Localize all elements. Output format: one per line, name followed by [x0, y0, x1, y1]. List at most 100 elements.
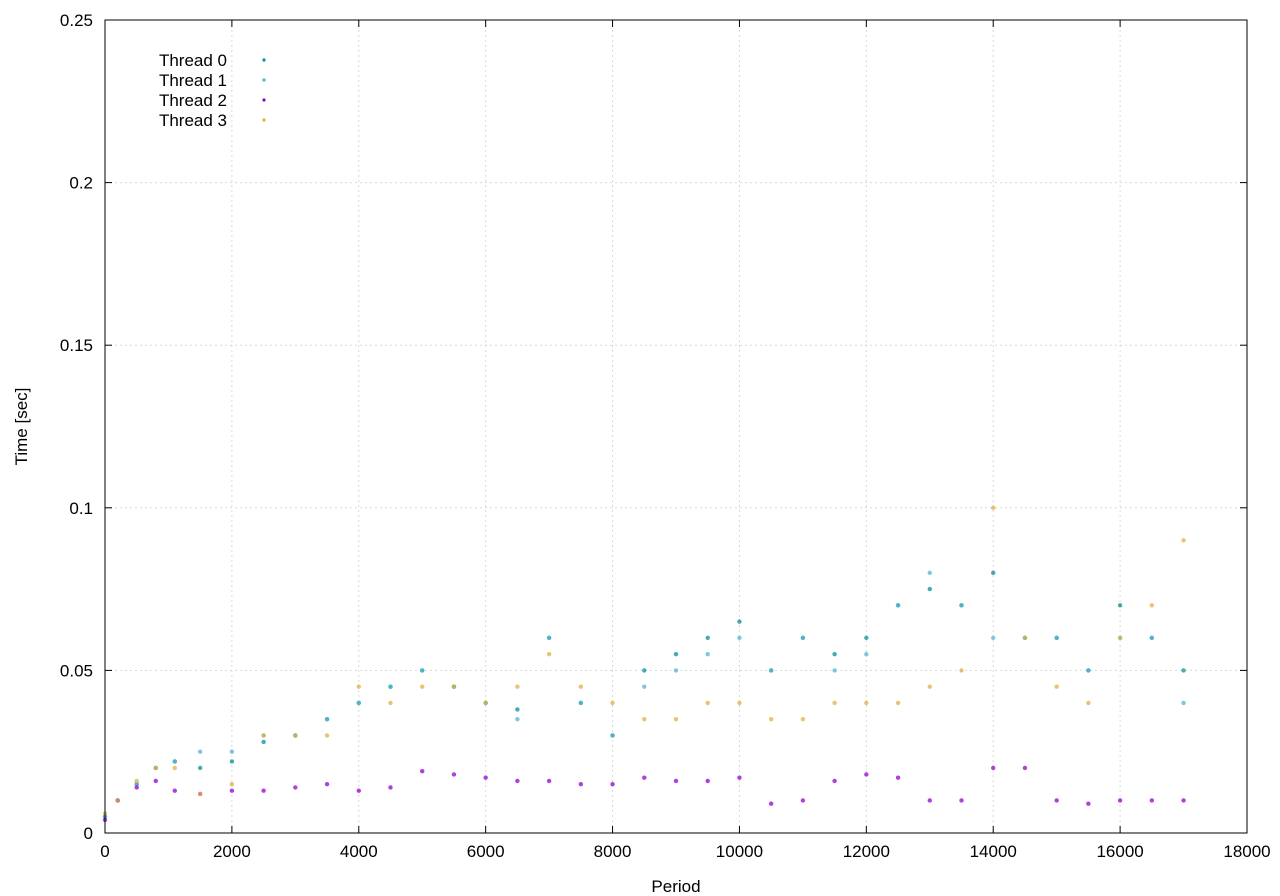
x-axis-title: Period — [651, 877, 700, 896]
data-point — [324, 716, 330, 722]
data-point — [1054, 684, 1059, 689]
data-point — [153, 765, 158, 771]
data-point — [991, 570, 996, 576]
data-point — [483, 700, 488, 706]
data-point — [1086, 668, 1091, 673]
x-tick-label: 4000 — [340, 842, 378, 861]
data-point — [115, 798, 120, 803]
legend-marker — [262, 98, 266, 102]
data-point — [324, 782, 330, 787]
data-point — [959, 603, 964, 608]
data-point — [768, 801, 774, 806]
data-point — [768, 716, 774, 722]
data-point — [388, 785, 393, 790]
data-point — [737, 700, 742, 706]
data-point — [420, 684, 425, 689]
data-point — [356, 788, 361, 793]
data-point — [610, 700, 615, 706]
data-point — [293, 733, 298, 738]
data-point — [197, 791, 203, 797]
data-point — [673, 668, 679, 673]
data-point — [800, 798, 806, 803]
data-point — [1086, 700, 1091, 706]
data-point — [197, 765, 203, 771]
data-point — [229, 788, 235, 793]
data-point — [705, 635, 710, 641]
y-tick-label: 0.1 — [69, 499, 93, 518]
data-point — [959, 798, 964, 803]
data-point — [515, 778, 520, 784]
legend-label: Thread 0 — [159, 51, 227, 70]
legend-marker — [262, 78, 266, 82]
data-point — [356, 684, 361, 689]
x-tick-label: 2000 — [213, 842, 251, 861]
data-point — [895, 700, 901, 706]
legend-label: Thread 2 — [159, 91, 227, 110]
data-point — [578, 684, 584, 689]
data-point — [261, 739, 266, 745]
x-tick-label: 18000 — [1223, 842, 1270, 861]
data-point — [515, 707, 520, 712]
data-point — [324, 733, 330, 738]
data-point — [1086, 801, 1091, 806]
data-point — [420, 769, 425, 774]
data-point — [578, 782, 584, 787]
data-point — [737, 635, 742, 641]
plot-frame — [104, 19, 1248, 834]
data-point — [642, 668, 647, 673]
x-tick-label: 6000 — [467, 842, 505, 861]
data-point — [1117, 603, 1123, 608]
data-point — [832, 668, 837, 673]
data-point — [261, 788, 266, 793]
data-point — [229, 782, 235, 787]
legend-label: Thread 1 — [159, 71, 227, 90]
data-point — [864, 772, 869, 777]
data-point — [388, 684, 393, 689]
data-point — [1149, 635, 1155, 641]
data-point — [705, 651, 710, 657]
data-point — [1054, 798, 1059, 803]
data-point — [832, 700, 837, 706]
legend-marker — [262, 118, 266, 122]
data-point — [515, 684, 520, 689]
y-tick-label: 0.15 — [60, 336, 93, 355]
data-point — [1181, 700, 1186, 706]
data-point — [546, 778, 552, 784]
data-point — [172, 765, 177, 771]
data-point — [737, 775, 742, 780]
y-axis-title: Time [sec] — [12, 388, 31, 466]
data-point — [451, 772, 457, 777]
data-point — [1117, 635, 1123, 641]
y-tick-label: 0.25 — [60, 11, 93, 30]
data-point — [515, 716, 520, 722]
data-point — [356, 700, 361, 706]
data-point — [1149, 798, 1155, 803]
data-point — [927, 570, 932, 576]
data-point — [261, 733, 266, 738]
y-tick-label: 0.05 — [60, 661, 93, 680]
data-point — [153, 778, 158, 784]
data-point — [832, 651, 837, 657]
x-tick-label: 14000 — [970, 842, 1017, 861]
data-point — [832, 778, 837, 784]
axis-ticks: 0 2000 4000 6000 8000 10000 12000 14000 16000 180… — [60, 11, 1271, 861]
grid-lines — [105, 20, 1247, 833]
data-point — [737, 619, 742, 624]
data-point — [705, 700, 710, 706]
data-point — [642, 775, 647, 780]
data-point — [134, 782, 139, 787]
data-point — [864, 635, 869, 641]
data-point — [1022, 635, 1028, 641]
data-point — [705, 778, 710, 784]
data-point — [134, 785, 139, 790]
data-point — [546, 635, 552, 641]
data-point — [800, 635, 806, 641]
data-point — [895, 775, 901, 780]
data-point — [293, 785, 298, 790]
data-point — [673, 778, 679, 784]
x-tick-label: 10000 — [716, 842, 763, 861]
x-tick-label: 12000 — [843, 842, 890, 861]
data-point — [895, 603, 901, 608]
